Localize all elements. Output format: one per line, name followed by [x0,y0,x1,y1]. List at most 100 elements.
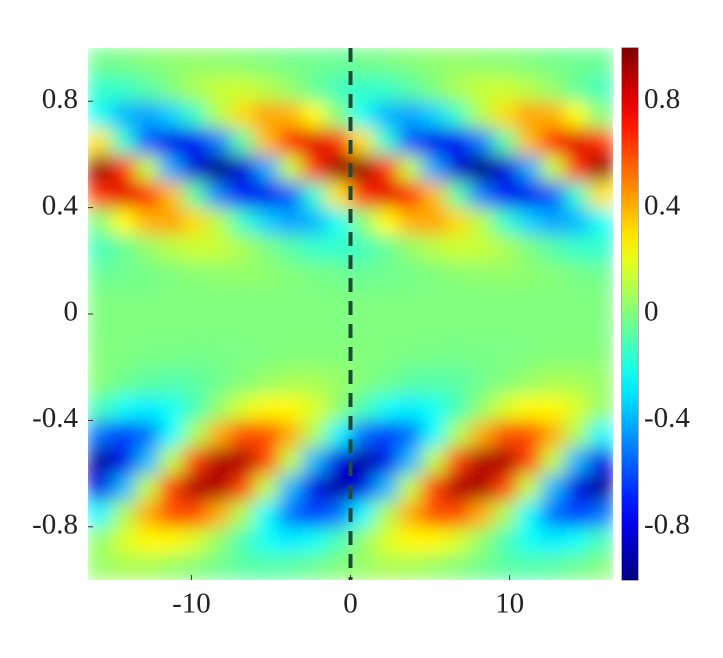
heatmap-cell [206,499,232,528]
heatmap-cell [445,207,471,235]
heatmap-cell [540,499,566,528]
heatmap-cell [540,552,566,580]
heatmap-cell [421,552,447,580]
heatmap-cell [111,419,137,448]
heatmap-cell [254,260,280,288]
heatmap-cell [278,366,304,395]
heatmap-cell [206,552,232,580]
heatmap-cell [230,473,256,501]
heatmap-cell [182,260,208,288]
heatmap-cell [421,446,447,475]
heatmap-cell [254,74,280,102]
heatmap-cell [254,100,280,129]
heatmap-cell [517,153,542,182]
heatmap-cell [469,340,495,368]
heatmap-cell [206,286,232,315]
heatmap-cell [159,499,184,528]
heatmap-cell [135,153,161,182]
heatmap-cell [373,260,399,288]
heatmap-cell [278,127,304,155]
heatmap-cell [135,526,161,554]
heatmap-cell [469,100,495,129]
heatmap-cell [517,207,542,235]
heatmap-cell [278,419,304,448]
heatmap-cell [564,286,590,315]
heatmap-cell [206,180,232,209]
heatmap-cell [588,233,613,262]
heatmap-cell [206,419,232,448]
heatmap-cell [564,393,590,421]
heatmap-cell [111,127,137,155]
y-tick-label: 0 [64,296,79,328]
heatmap-cell [278,473,304,501]
heatmap-cell [350,313,375,342]
heatmap-cell [159,153,184,182]
heatmap-cell [278,260,304,288]
heatmap-cell [564,48,590,76]
heatmap-cell [326,419,351,448]
heatmap-cell [493,526,519,554]
heatmap-cell [564,180,590,209]
heatmap-cell [445,366,471,395]
heatmap-cell [445,499,471,528]
y-tick-label: 0.8 [42,83,78,115]
heatmap-cell [564,552,590,580]
heatmap-cell [397,393,423,421]
heatmap-cell [254,180,280,209]
heatmap-cell [517,286,542,315]
heatmap-cell [540,419,566,448]
colorbar [622,48,638,580]
heatmap-cell [111,552,137,580]
heatmap-cell [254,499,280,528]
heatmap-cell [445,48,471,76]
heatmap-cell [88,366,113,395]
heatmap-cell [350,446,375,475]
heatmap-cell [397,260,423,288]
heatmap-cell [326,286,351,315]
heatmap-cell [469,526,495,554]
heatmap-cell [469,393,495,421]
heatmap-cell [373,419,399,448]
heatmap-cell [373,153,399,182]
heatmap-cell [493,180,519,209]
heatmap-cell [230,313,256,342]
heatmap-cell [421,473,447,501]
heatmap-cell [445,180,471,209]
heatmap-cell [206,153,232,182]
heatmap-cell [517,100,542,129]
heatmap-cell [350,419,375,448]
heatmap-cell [254,127,280,155]
heatmap-cell [540,127,566,155]
heatmap-cell [421,100,447,129]
heatmap-cell [445,127,471,155]
heatmap-cell [159,127,184,155]
heatmap-cell [421,286,447,315]
heatmap-cell [564,127,590,155]
heatmap-cell [111,526,137,554]
heatmap-cell [517,419,542,448]
heatmap-cell [397,100,423,129]
heatmap-cell [517,473,542,501]
heatmap-cell [517,313,542,342]
heatmap-cell [182,526,208,554]
heatmap-cell [182,313,208,342]
heatmap-cell [517,340,542,368]
heatmap-cell [302,446,328,475]
heatmap-cell [397,552,423,580]
heatmap-cell [421,127,447,155]
heatmap-cell [182,552,208,580]
heatmap-cell [254,552,280,580]
heatmap-cell [254,446,280,475]
heatmap-cell [278,180,304,209]
heatmap-cell [373,48,399,76]
heatmap-cell [182,393,208,421]
heatmap-cell [350,207,375,235]
heatmap-cell [135,180,161,209]
heatmap-cell [182,100,208,129]
heatmap-cell [588,393,613,421]
heatmap-cell [540,153,566,182]
heatmap-cell [421,207,447,235]
x-tick-label: -10 [172,588,211,620]
heatmap-cell [397,366,423,395]
heatmap-cell [588,552,613,580]
